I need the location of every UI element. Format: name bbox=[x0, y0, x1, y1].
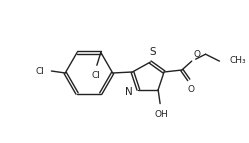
Text: OH: OH bbox=[154, 110, 168, 119]
Text: Cl: Cl bbox=[36, 66, 45, 76]
Text: CH₃: CH₃ bbox=[229, 56, 246, 65]
Text: Cl: Cl bbox=[91, 71, 100, 80]
Text: N: N bbox=[125, 87, 132, 97]
Text: O: O bbox=[187, 85, 194, 94]
Text: O: O bbox=[194, 50, 201, 59]
Text: S: S bbox=[149, 47, 156, 57]
